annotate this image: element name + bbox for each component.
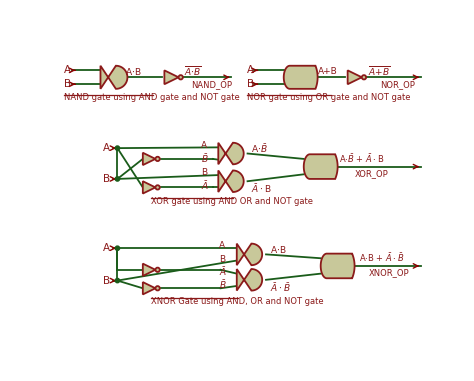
Text: A: A [103, 243, 110, 253]
Circle shape [155, 157, 160, 161]
Polygon shape [284, 66, 318, 89]
Text: A+B: A+B [319, 67, 338, 77]
Polygon shape [143, 282, 155, 295]
Polygon shape [143, 264, 155, 276]
Polygon shape [237, 269, 262, 291]
Text: A: A [247, 66, 254, 75]
Text: A$\cdot$B: A$\cdot$B [125, 66, 142, 77]
Text: B: B [219, 255, 225, 264]
Text: A: A [64, 66, 71, 75]
Text: XOR_OP: XOR_OP [355, 169, 388, 178]
Text: $\bar{B}$: $\bar{B}$ [201, 152, 209, 165]
Polygon shape [219, 170, 244, 192]
Polygon shape [321, 254, 355, 278]
Text: A$\cdot$B: A$\cdot$B [270, 244, 286, 255]
Polygon shape [347, 70, 362, 84]
Polygon shape [164, 70, 179, 84]
Text: NOR gate using OR gate and NOT gate: NOR gate using OR gate and NOT gate [247, 93, 410, 102]
Text: B: B [247, 79, 254, 89]
Text: $\bar{A}\cdot$B: $\bar{A}\cdot$B [251, 182, 272, 195]
Polygon shape [237, 243, 262, 265]
Text: XNOR_OP: XNOR_OP [368, 268, 409, 277]
Text: B: B [64, 79, 71, 89]
Text: A: A [201, 141, 208, 150]
Text: A$\cdot\bar{B}$ + $\bar{A}\cdot$B: A$\cdot\bar{B}$ + $\bar{A}\cdot$B [339, 152, 384, 165]
Text: B: B [103, 275, 110, 286]
Circle shape [179, 75, 183, 80]
Circle shape [115, 246, 119, 250]
Text: XNOR Gate using AND, OR and NOT gate: XNOR Gate using AND, OR and NOT gate [151, 297, 324, 306]
Text: XOR gate using AND OR and NOT gate: XOR gate using AND OR and NOT gate [151, 197, 313, 206]
Text: NOR_OP: NOR_OP [380, 80, 415, 90]
Text: $\overline{A{+}B}$: $\overline{A{+}B}$ [368, 64, 391, 78]
Text: $\bar{A}\cdot\bar{B}$: $\bar{A}\cdot\bar{B}$ [270, 281, 291, 294]
Text: $\bar{A}$: $\bar{A}$ [219, 265, 227, 278]
Circle shape [155, 286, 160, 290]
Polygon shape [143, 153, 155, 165]
Circle shape [155, 267, 160, 272]
Circle shape [115, 279, 119, 283]
Text: B: B [201, 168, 208, 177]
Text: $\overline{A{\cdot}B}$: $\overline{A{\cdot}B}$ [183, 64, 201, 78]
Text: A: A [219, 242, 225, 250]
Text: A: A [103, 143, 110, 153]
Text: B: B [103, 174, 110, 184]
Text: $\bar{A}$: $\bar{A}$ [201, 179, 210, 192]
Circle shape [115, 177, 119, 181]
Text: NAND_OP: NAND_OP [191, 80, 232, 90]
Polygon shape [304, 154, 337, 179]
Text: NAND gate using AND gate and NOT gate: NAND gate using AND gate and NOT gate [64, 93, 240, 102]
Text: A$\cdot\bar{B}$: A$\cdot\bar{B}$ [251, 142, 268, 155]
Circle shape [155, 185, 160, 190]
Circle shape [362, 75, 366, 80]
Polygon shape [143, 181, 155, 194]
Circle shape [115, 146, 119, 150]
Text: $\bar{B}$: $\bar{B}$ [219, 278, 227, 291]
Polygon shape [100, 66, 128, 89]
Polygon shape [219, 143, 244, 164]
Text: A$\cdot$B + $\bar{A}\cdot\bar{B}$: A$\cdot$B + $\bar{A}\cdot\bar{B}$ [359, 251, 405, 264]
